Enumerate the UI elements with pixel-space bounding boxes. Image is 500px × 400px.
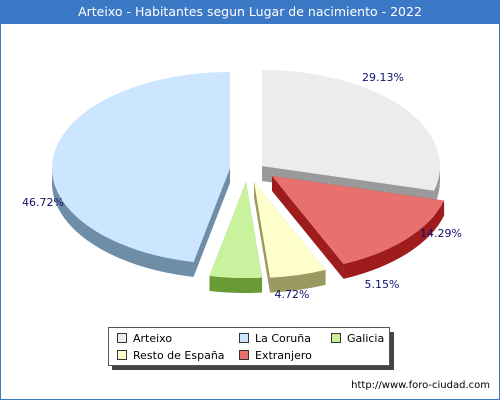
- pie-slice-top-resto-de-espana: [254, 182, 326, 278]
- legend-label-galicia: Galicia: [347, 332, 385, 345]
- pie-label-arteixo: 29.13%: [362, 71, 404, 84]
- pie-slice-top-arteixo: [262, 70, 440, 191]
- legend-item-arteixo: Arteixo: [117, 332, 172, 346]
- footer-url: http://www.foro-ciudad.com: [351, 380, 490, 391]
- pie-slice-edge-resto-de-espana: [254, 182, 271, 293]
- legend-swatch-arteixo: [117, 333, 127, 343]
- legend-label-resto-espana: Resto de España: [133, 349, 225, 362]
- pie-label-la-coruna: 46.72%: [22, 196, 64, 209]
- pie-slice-galicia: [209, 182, 263, 293]
- pie-slice-side-galicia: [209, 275, 263, 293]
- pie-label-extranjero: 14.29%: [420, 227, 462, 240]
- legend-swatch-la-coruna: [239, 333, 249, 343]
- pie-slice-side-extranjero: [343, 200, 445, 279]
- pie-slice-side-resto-de-espana: [270, 269, 326, 293]
- pie-label-resto-de-espana: 5.15%: [365, 278, 400, 291]
- pie-slice-top-extranjero: [272, 176, 445, 264]
- pie-slice-edge-extranjero: [272, 176, 344, 279]
- legend-item-resto-espana: Resto de España: [117, 349, 225, 363]
- chart-title: Arteixo - Habitantes segun Lugar de naci…: [0, 0, 500, 24]
- pie-slice-top-la-coruna: [51, 72, 230, 262]
- legend-item-extranjero: Extranjero: [239, 349, 312, 363]
- pie-slice-extranjero: [272, 176, 445, 279]
- legend: Arteixo La Coruña Galicia Resto de Españ…: [108, 327, 390, 366]
- legend-swatch-extranjero: [239, 350, 249, 360]
- legend-label-arteixo: Arteixo: [133, 332, 173, 345]
- legend-item-la-coruna: La Coruña: [239, 332, 311, 346]
- legend-label-extranjero: Extranjero: [255, 349, 312, 362]
- pie-label-galicia: 4.72%: [275, 288, 310, 301]
- pie-chart: 29.13% 14.29% 5.15% 4.72% 46.72%: [22, 70, 462, 301]
- pie-slice-resto-de-espana: [254, 182, 326, 293]
- legend-swatch-resto-espana: [117, 350, 127, 360]
- legend-item-galicia: Galicia: [331, 332, 384, 346]
- legend-swatch-galicia: [331, 333, 341, 343]
- pie-slice-edge-la-coruna: [193, 168, 230, 277]
- pie-slice-side-arteixo: [434, 166, 441, 206]
- pie-slice-top-galicia: [209, 182, 263, 279]
- pie-slice-la-coruna: [51, 72, 230, 277]
- legend-label-la-coruna: La Coruña: [255, 332, 311, 345]
- pie-slice-side-la-coruna: [52, 168, 194, 277]
